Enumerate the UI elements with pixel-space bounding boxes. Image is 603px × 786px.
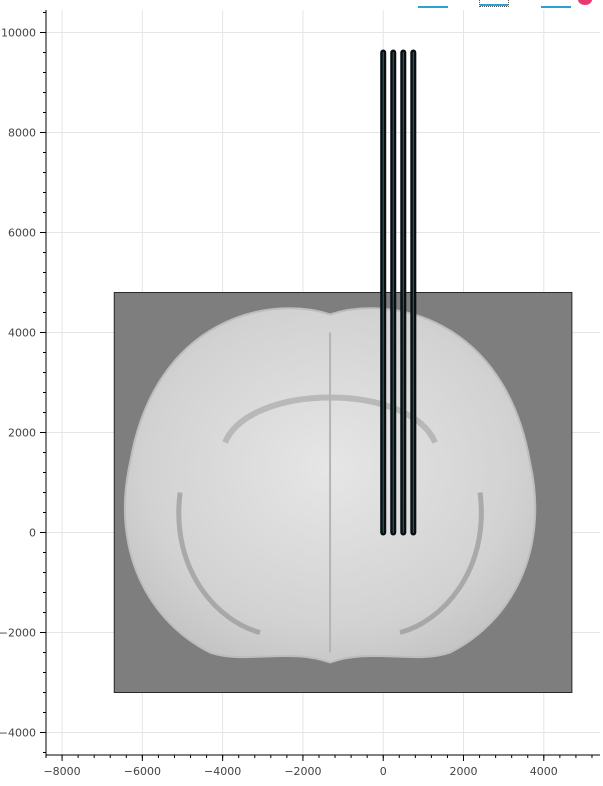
y-tick-label: 2000 xyxy=(8,427,36,440)
x-tick-label: −8000 xyxy=(43,765,80,778)
brain-right-tract xyxy=(399,492,484,635)
y-tick-label: 10000 xyxy=(1,27,36,40)
chart-toolbar[interactable] xyxy=(360,0,603,10)
box-zoom-tool[interactable] xyxy=(479,0,509,7)
y-tick-label: 0 xyxy=(29,527,36,540)
x-tick-label: −4000 xyxy=(204,765,241,778)
y-tick-label: 4000 xyxy=(8,327,36,340)
background-image-layer xyxy=(113,292,573,693)
box-zoom-tool-icon xyxy=(480,4,508,6)
brain-left-tract xyxy=(176,492,261,635)
series-layer[interactable] xyxy=(380,49,417,536)
pan-tool-icon xyxy=(418,6,448,8)
axes: −8000 −6000 −4000 −2000 0 2000 4000 −4000 −2000 0… xyxy=(0,10,600,778)
y-tick-label: −2000 xyxy=(0,627,36,640)
y-tick-label: −4000 xyxy=(0,727,36,740)
wheel-zoom-tool-icon xyxy=(541,6,571,8)
y-tick-label: 6000 xyxy=(8,227,36,240)
x-tick-label: 0 xyxy=(380,765,387,778)
x-tick-label: −2000 xyxy=(284,765,321,778)
pan-tool[interactable] xyxy=(418,0,448,9)
wheel-zoom-tool[interactable] xyxy=(541,0,571,9)
x-tick-label: 2000 xyxy=(450,765,478,778)
bokeh-logo-icon xyxy=(578,0,592,5)
x-tick-label: −6000 xyxy=(124,765,161,778)
x-tick-label: 4000 xyxy=(530,765,558,778)
y-tick-label: 8000 xyxy=(8,127,36,140)
